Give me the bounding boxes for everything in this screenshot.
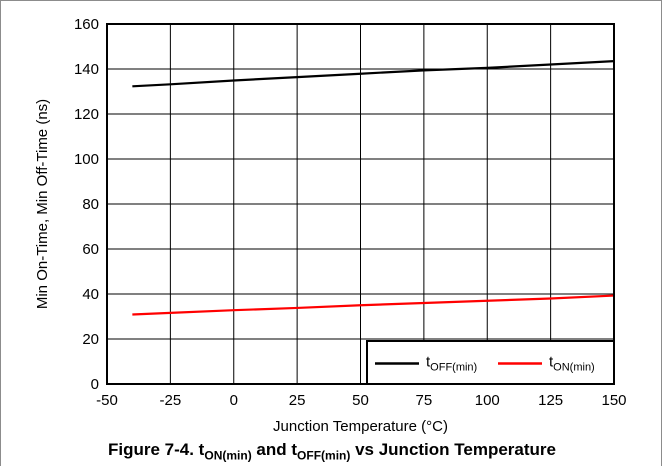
x-tick-label: 125 <box>538 392 563 409</box>
y-tick-label: 60 <box>82 241 99 258</box>
y-tick-label: 20 <box>82 331 99 348</box>
x-tick-label: -25 <box>160 392 182 409</box>
y-tick-label: 80 <box>82 196 99 213</box>
caption-prefix: Figure 7-4. t <box>108 440 205 459</box>
caption-suffix: vs Junction Temperature <box>350 440 556 459</box>
legend: tOFF(min) tON(min) <box>366 340 615 385</box>
x-tick-label: 25 <box>289 392 306 409</box>
figure-caption: Figure 7-4. tON(min) and tOFF(min) vs Ju… <box>0 440 664 462</box>
line-chart: -50 -25 0 25 50 75 100 125 150 0 20 40 60 80 100 120 140… <box>34 16 627 435</box>
grid <box>107 24 614 384</box>
x-tick-label: 150 <box>601 392 626 409</box>
y-tick-label: 160 <box>74 16 99 33</box>
caption-sub-off: OFF(min) <box>297 448 351 463</box>
tick-labels: -50 -25 0 25 50 75 100 125 150 0 20 40 60 80 100 120 140… <box>74 16 627 409</box>
series-layer <box>132 60 615 316</box>
y-tick-label: 120 <box>74 106 99 123</box>
series-line <box>132 60 615 88</box>
legend-label: tOFF(min) <box>426 354 477 374</box>
series-line <box>132 294 615 316</box>
caption-mid: and t <box>251 440 298 459</box>
x-tick-label: 75 <box>416 392 433 409</box>
x-tick-label: -50 <box>96 392 118 409</box>
x-tick-label: 50 <box>352 392 369 409</box>
y-axis-label: Min On-Time, Min Off-Time (ns) <box>34 99 51 309</box>
y-tick-label: 0 <box>91 376 99 393</box>
y-tick-label: 100 <box>74 151 99 168</box>
x-tick-label: 0 <box>230 392 238 409</box>
caption-sub-on: ON(min) <box>204 448 252 463</box>
plot-border <box>106 23 615 385</box>
x-axis-label: Junction Temperature (°C) <box>273 418 448 435</box>
legend-label: tON(min) <box>549 354 595 374</box>
y-tick-label: 140 <box>74 61 99 78</box>
y-tick-label: 40 <box>82 286 99 303</box>
x-tick-label: 100 <box>475 392 500 409</box>
